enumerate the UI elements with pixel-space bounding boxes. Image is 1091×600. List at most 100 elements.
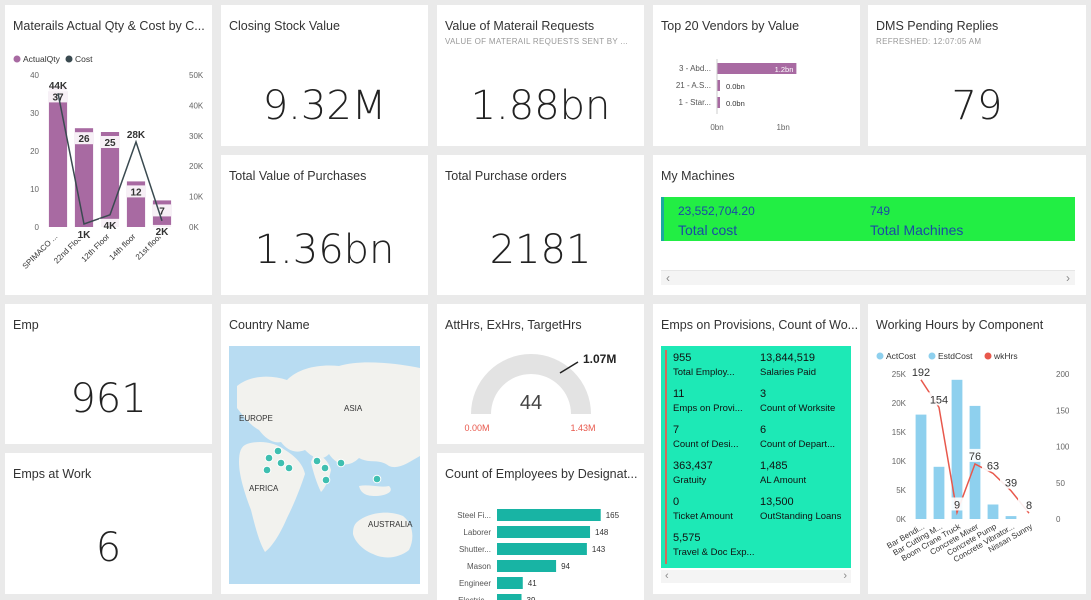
y-tick-label: 25K	[892, 370, 907, 379]
bar-label-bg	[75, 132, 93, 145]
materials-chart-title: Materails Actual Qty & Cost by C...	[13, 19, 205, 33]
bar-actcost	[969, 405, 981, 519]
emp-value: 961	[70, 376, 147, 422]
y-tick-label: 20K	[892, 399, 907, 408]
material-requests-subtitle: VALUE OF MATERAIL REQUESTS SENT BY ...	[445, 37, 628, 46]
bar-actcost	[987, 504, 999, 519]
y2-tick-label: 40K	[189, 101, 204, 110]
map-dot	[312, 456, 322, 466]
designation-bar	[497, 560, 557, 572]
bar-actcost	[915, 414, 927, 519]
material-requests-title: Value of Materail Requests	[445, 19, 595, 33]
closing-stock-tile[interactable]: Closing Stock Value 9.32M	[221, 5, 428, 146]
dms-pending-value: 79	[951, 83, 1003, 129]
top-vendors-tile[interactable]: Top 20 Vendors by Value 3 - Abd... 1.2bn 2…	[653, 5, 860, 146]
bar-label: 25	[104, 138, 116, 149]
map-dot	[336, 458, 346, 468]
line-label-bg	[1000, 475, 1022, 489]
provision-label: Salaries Paid	[760, 367, 816, 378]
provision-value: 11	[673, 388, 685, 400]
wkhrs-label: 39	[1005, 478, 1017, 490]
designation-value: 143	[592, 545, 606, 554]
wkhrs-label: 76	[969, 451, 981, 463]
purchase-orders-tile[interactable]: Total Purchase orders 2181	[437, 155, 644, 295]
country-map-title: Country Name	[229, 318, 310, 332]
map-label-australia: AUSTRALIA	[368, 520, 413, 529]
line-label-bg	[99, 218, 121, 231]
provision-label: OutStanding Loans	[760, 511, 842, 522]
country-map-tile[interactable]: Country Name EUROPE ASIA AFRICA AUSTRALI…	[221, 304, 428, 594]
hours-gauge: 1.07M 44 0.00M 1.43M	[464, 352, 616, 433]
cost-label: 4K	[104, 221, 118, 232]
y-tick-label: 40	[30, 71, 39, 80]
bar-label: 26	[78, 134, 90, 145]
bar-actualqty	[48, 86, 68, 228]
bar-actcost	[933, 466, 945, 519]
scroll-right-icon[interactable]: ›	[1066, 271, 1070, 285]
map-dot	[262, 465, 272, 475]
materials-chart-tile[interactable]: Materails Actual Qty & Cost by C... Actu…	[5, 5, 212, 295]
scroll-left-icon[interactable]: ‹	[666, 271, 670, 285]
vendor-value-label: 1.2bn	[775, 65, 794, 74]
provision-value: 955	[673, 352, 692, 364]
provision-label: AL Amount	[760, 475, 807, 486]
wkhrs-label: 154	[930, 394, 948, 406]
emp-title: Emp	[13, 318, 39, 332]
y-tick-label: 20	[30, 147, 39, 156]
materials-chart: ActualQty Cost0102030400K10K20K30K40K50K3…	[13, 54, 204, 271]
designation-tile[interactable]: Count of Employees by Designat... Steel …	[437, 453, 644, 600]
provision-label: Count of Desi...	[673, 439, 739, 450]
provision-value: 0	[673, 496, 680, 508]
top-vendors-title: Top 20 Vendors by Value	[661, 19, 800, 33]
vendor-label: 1 - Star...	[679, 98, 711, 107]
sea-islands	[359, 485, 391, 496]
designation-label: Shutter...	[459, 545, 491, 554]
material-requests-tile[interactable]: Value of Materail Requests VALUE OF MATE…	[437, 5, 644, 146]
dms-pending-tile[interactable]: DMS Pending Replies REFRESHED: 12:07:05 …	[868, 5, 1086, 146]
emps-at-work-tile[interactable]: Emps at Work 6	[5, 453, 212, 594]
provision-value: 13,844,519	[760, 352, 816, 364]
map-dot	[284, 463, 294, 473]
y-tick-label: 10K	[892, 457, 907, 466]
emps-at-work-title: Emps at Work	[13, 467, 92, 481]
machines-scrollbar[interactable]: ‹ ›	[661, 270, 1075, 285]
scroll-right-icon[interactable]: ›	[843, 570, 847, 582]
designation-bar	[497, 543, 587, 555]
gauge-target-line	[559, 361, 579, 374]
legend-cost-marker	[65, 55, 73, 63]
cost-label: 2K	[156, 227, 170, 238]
working-hours-tile[interactable]: Working Hours by Component ActCost EstdCo…	[868, 304, 1086, 594]
legend-actcost-marker	[876, 352, 884, 360]
cost-label: 28K	[127, 130, 146, 141]
provisions-tile[interactable]: Emps on Provisions, Count of Wo... 955 To…	[653, 304, 860, 594]
line-label-bg	[946, 497, 968, 511]
world-map[interactable]: EUROPE ASIA AFRICA AUSTRALIA	[229, 346, 420, 584]
provision-value: 13,500	[760, 496, 794, 508]
designation-label: Engineer	[459, 579, 491, 588]
y2-tick-label: 10K	[189, 193, 204, 202]
machines-card-accent	[661, 197, 664, 241]
scroll-left-icon[interactable]: ‹	[665, 570, 669, 582]
provisions-scrollbar[interactable]: ‹ ›	[661, 570, 851, 583]
y2-tick-label: 30K	[189, 132, 204, 141]
legend-estdcost: EstdCost	[938, 351, 973, 361]
legend-wkhrs: wkHrs	[993, 351, 1018, 361]
designation-bar	[497, 594, 522, 600]
vendor-bar	[717, 80, 720, 91]
map-dot	[372, 474, 382, 484]
gauge-target-label: 1.07M	[583, 352, 616, 366]
y-tick-label: 30	[30, 109, 39, 118]
emp-tile[interactable]: Emp 961	[5, 304, 212, 444]
australia-landmass	[353, 512, 413, 558]
bar-label-bg	[127, 185, 145, 198]
designation-value: 165	[606, 511, 620, 520]
gauge-tile[interactable]: AttHrs, ExHrs, TargetHrs 1.07M 44 0.00M …	[437, 304, 644, 444]
eurasia-landmass	[237, 362, 420, 468]
my-machines-tile[interactable]: My Machines 23,552,704.20 Total cost 749…	[653, 155, 1086, 295]
provision-label: Travel & Doc Exp...	[673, 547, 755, 558]
designation-value: 94	[561, 562, 570, 571]
total-purchases-tile[interactable]: Total Value of Purchases 1.36bn	[221, 155, 428, 295]
provision-label: Total Employ...	[673, 367, 735, 378]
vendor-value-label: 0.0bn	[726, 99, 745, 108]
provision-label: Count of Depart...	[760, 439, 835, 450]
